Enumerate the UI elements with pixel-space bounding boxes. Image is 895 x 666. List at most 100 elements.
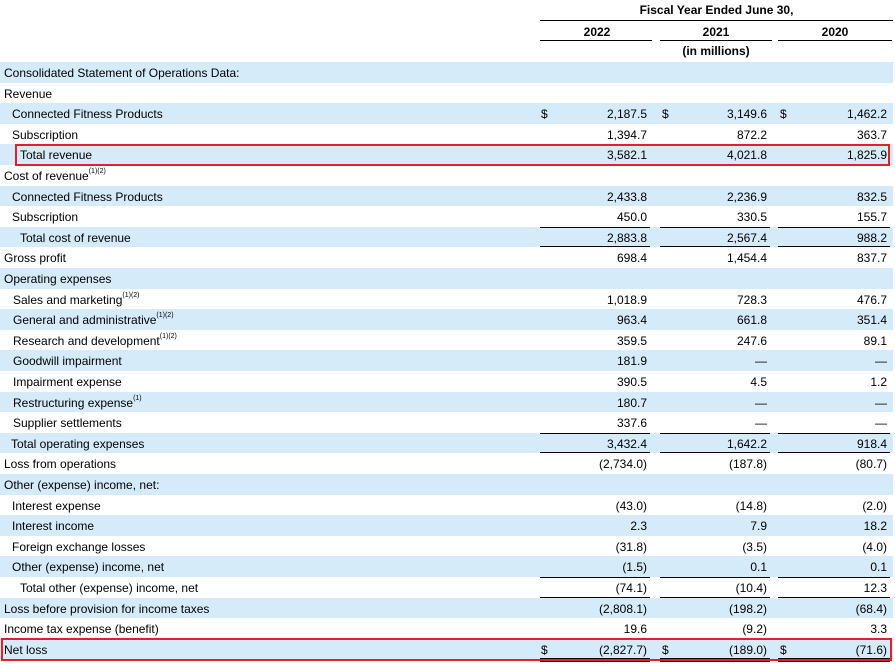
cell-value: 359.5 [616,333,647,348]
row: Research and development(1)(2) 359.5 247.6… [0,330,893,351]
cell-value: 2,433.8 [606,189,647,204]
row: Gross profit 698.4 1,454.4 837.7 [0,247,893,268]
row: Loss from operations (2,734.0) (187.8) (80.… [0,453,893,474]
cell-value: 351.4 [856,313,887,328]
row-label: Consolidated Statement of Operations Dat… [4,66,239,80]
cell-value: — [755,354,767,369]
row-label: Interest expense [12,499,101,513]
header-unit: (in millions) [682,44,750,58]
row-label: Connected Fitness Products [12,107,163,121]
label-text: Impairment expense [13,375,122,389]
row: Total revenue 3,582.1 4,021.8 1,825.9 [0,144,893,165]
cell-value: 872.2 [736,127,767,142]
cell-value: (43.0) [615,498,647,513]
rule [660,596,770,598]
footnote: (1)(2) [156,312,174,320]
cell-value: 155.7 [856,210,887,225]
cell-value: (14.8) [735,498,767,513]
rule [660,246,770,248]
row-label: Other (expense) income, net [12,560,164,574]
label-text: Subscription [12,210,79,225]
cell-value: (31.8) [615,539,647,554]
row: Connected Fitness Products 2,433.8 2,236.9… [0,185,893,207]
row-label: Net loss [4,643,47,657]
label-text: Connected Fitness Products [12,189,163,204]
cell-value: 1,462.2 [846,107,887,122]
cell-value: — [875,395,887,410]
label-text: Interest income [12,519,95,534]
row-label: Cost of revenue(1)(2) [4,168,106,183]
row: Connected Fitness Products 2,187.5 3,149.6… [0,103,893,124]
cell-value: 337.6 [616,416,647,431]
label-text: Goodwill impairment [13,354,122,369]
label-text: Connected Fitness Products [12,107,163,122]
cell-value: (9.2) [742,622,767,637]
row-label: Impairment expense [13,375,122,389]
label-text: Gross profit [4,251,67,266]
cell-value: (2,808.1) [598,601,647,616]
label-text: Foreign exchange losses [12,539,146,554]
year-header: 2020 [821,25,849,39]
cell-value: (3.5) [742,539,767,554]
footnote: (1)(2) [159,332,177,340]
rule [778,452,890,454]
rule [778,246,890,248]
label-text: Revenue [4,86,53,101]
currency: $ [541,107,548,122]
cell-value: (74.1) [615,581,647,595]
row: Consolidated Statement of Operations Dat… [0,62,893,83]
row: Goodwill impairment 181.9 — — [0,350,893,371]
cell-value: 1,018.9 [606,292,647,307]
rule [540,577,650,578]
row: Other (expense) income, net: [0,474,893,495]
row: Total other (expense) income, net (74.1) (… [0,577,893,598]
row-label: Restructuring expense(1) [13,395,142,410]
row-label: Operating expenses [4,272,111,286]
label-text: Consolidated Statement of Operations Dat… [4,66,240,80]
cell-value: 3,582.1 [606,148,647,163]
row-label: Goodwill impairment [13,354,122,368]
cell-value: 832.5 [856,189,887,204]
row-label: Total revenue [20,148,92,162]
label-text: Income tax expense (benefit) [4,622,159,637]
label-text: Loss before provision for income taxes [4,601,210,616]
row-label: Foreign exchange losses [12,540,145,554]
cell-value: 18.2 [863,519,887,534]
row-label: Loss before provision for income taxes [4,602,209,616]
year-header: 2022 [583,25,611,39]
cell-value: 390.5 [616,375,647,389]
row: Foreign exchange losses (31.8) (3.5) (4.0) [0,536,893,557]
row: Net loss (2,827.7) (189.0) (71.6) $ $ $ [0,638,893,660]
label-text: Total cost of revenue [20,230,131,245]
cell-value: (71.6) [855,642,887,657]
row-label: General and administrative(1)(2) [13,312,174,327]
row: General and administrative(1)(2) 963.4 661… [0,309,893,330]
cell-value: 330.5 [736,210,767,225]
rule [778,658,890,663]
rule [778,596,890,598]
rule [540,432,650,434]
label-text: Restructuring expense [13,395,134,410]
cell-value: 1,394.7 [606,127,647,142]
cell-value: 2,567.4 [726,230,767,245]
cell-value: — [755,395,767,410]
label-text: Operating expenses [4,272,112,286]
label-text: Total operating expenses [11,436,145,451]
cell-value: 2,236.9 [726,189,767,204]
cell-value: 963.4 [616,313,647,328]
cell-value: (10.4) [735,581,767,595]
row: Income tax expense (benefit) 19.6 (9.2) 3.3 [0,618,893,639]
rule [540,246,650,248]
cell-value: (1.5) [622,560,647,575]
row: Impairment expense 390.5 4.5 1.2 [0,371,893,392]
rule [660,432,770,434]
cell-value: (187.8) [728,457,767,472]
row: Restructuring expense(1) 180.7 — — [0,391,893,413]
row-label: Subscription [12,128,78,142]
label-text: Loss from operations [4,457,117,472]
rule [660,658,770,663]
rule [540,596,650,598]
currency: $ [662,107,669,122]
cell-value: 12.3 [863,581,887,595]
